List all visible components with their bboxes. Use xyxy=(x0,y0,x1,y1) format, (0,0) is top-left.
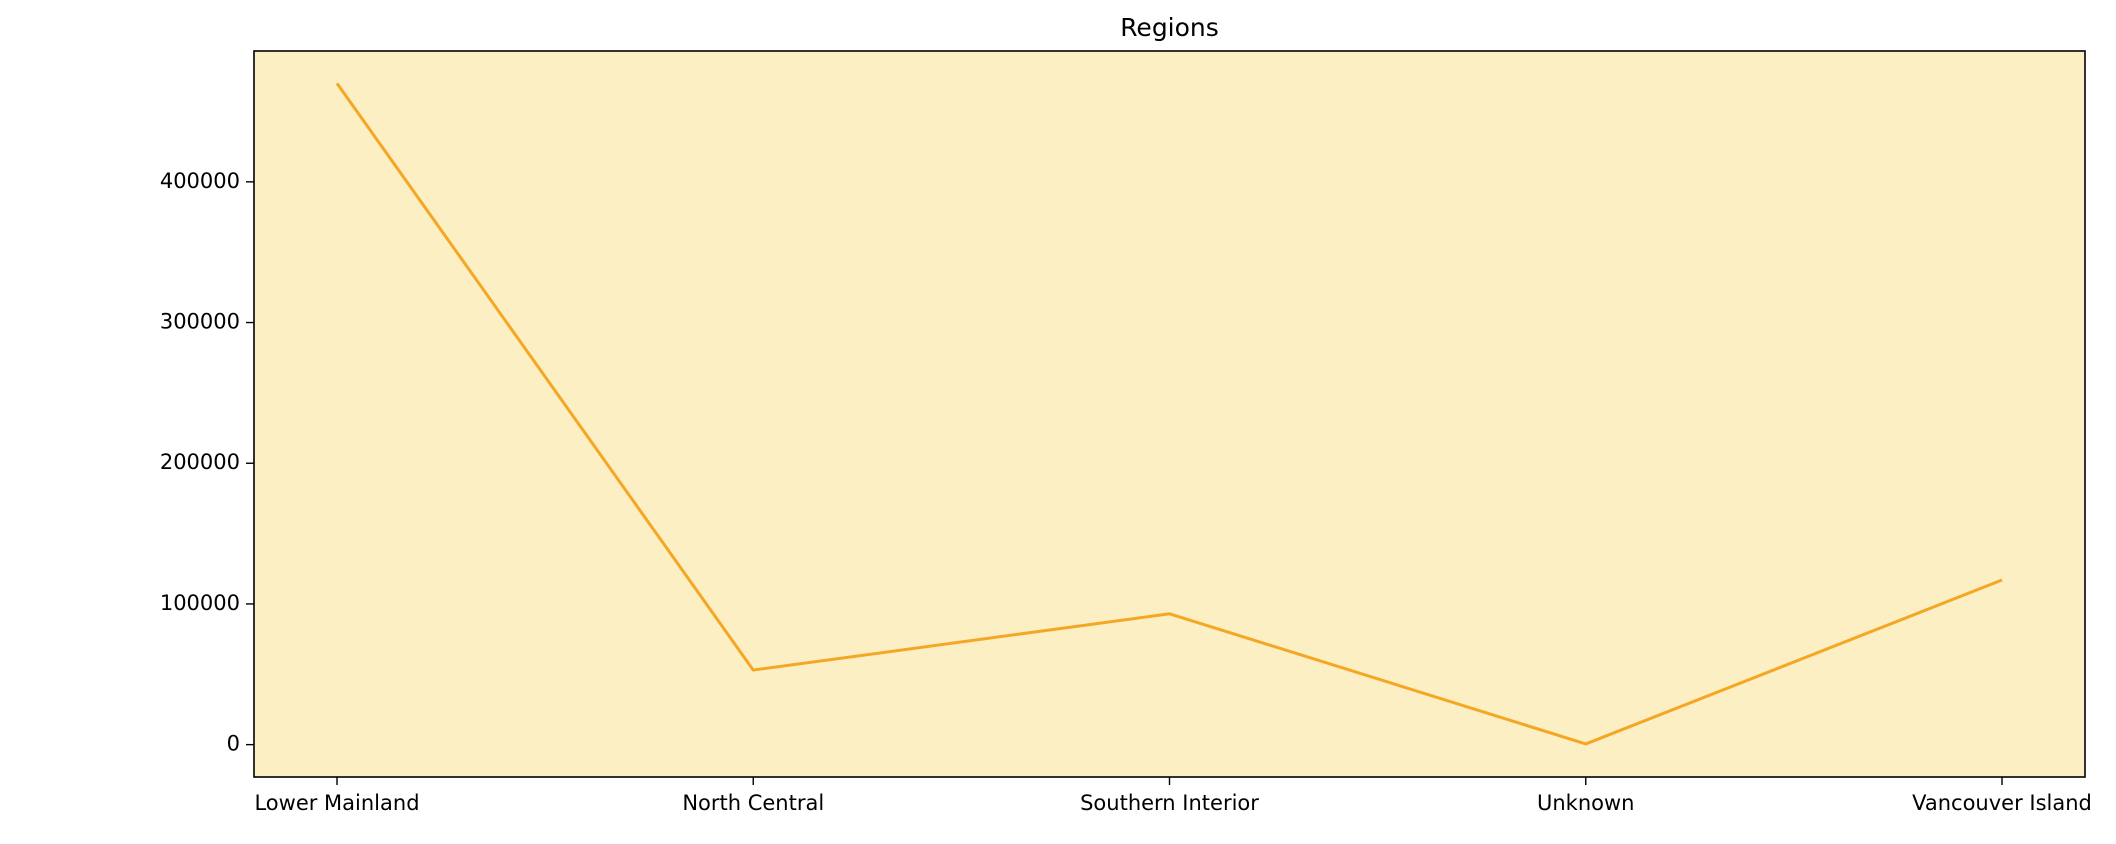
chart-title: Regions xyxy=(1120,13,1219,42)
x-tick-label: Unknown xyxy=(1537,791,1634,815)
y-tick-label: 400000 xyxy=(160,169,240,193)
y-axis: 0 100000 200000 300000 400000 xyxy=(160,169,254,756)
x-tick-label: Lower Mainland xyxy=(254,791,419,815)
x-tick-label: Southern Interior xyxy=(1080,791,1259,815)
series-layer xyxy=(335,82,2003,746)
plot-area xyxy=(254,51,2085,777)
x-tick-label: North Central xyxy=(682,791,824,815)
series-line xyxy=(335,82,2003,746)
y-tick-label: 200000 xyxy=(160,450,240,474)
x-axis: Lower Mainland North Central Southern Inte… xyxy=(254,777,2092,815)
x-tick-label: Vancouver Island xyxy=(1912,791,2092,815)
y-tick-label: 100000 xyxy=(160,591,240,615)
y-tick-label: 0 xyxy=(227,732,240,756)
y-tick-label: 300000 xyxy=(160,310,240,334)
